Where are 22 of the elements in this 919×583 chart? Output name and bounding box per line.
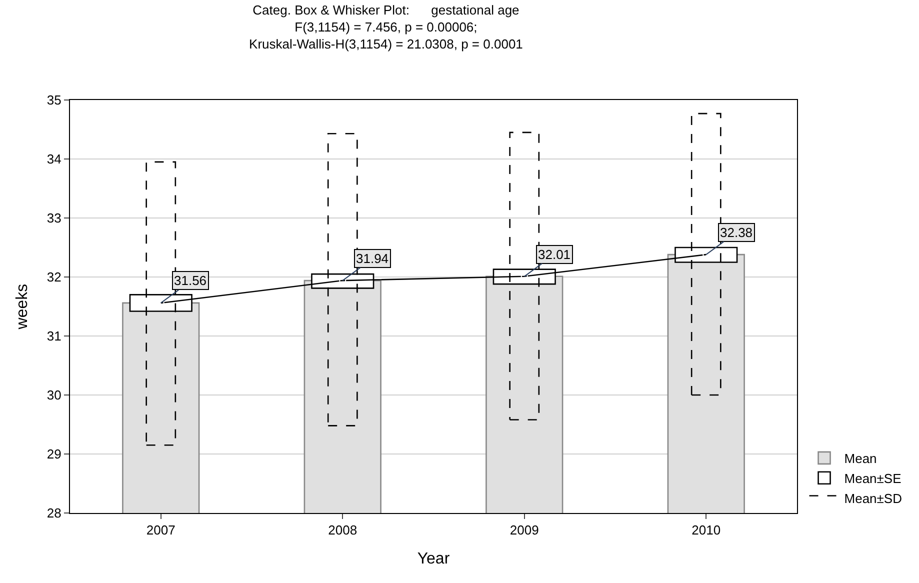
- x-axis-title: Year: [417, 550, 450, 568]
- legend-label: Mean±SE: [844, 470, 902, 486]
- y-tick-label: 30: [46, 388, 62, 403]
- y-tick-label: 32: [46, 270, 62, 285]
- x-tick-label: 2010: [692, 522, 721, 538]
- data-label: 32.01: [538, 247, 571, 262]
- x-tick-label: 2009: [510, 522, 539, 538]
- y-tick-label: 28: [46, 506, 62, 521]
- y-tick-label: 34: [46, 152, 62, 167]
- y-tick-label: 31: [46, 328, 62, 344]
- data-label: 31.94: [356, 251, 389, 266]
- data-label: 31.56: [174, 273, 207, 288]
- legend-label: Mean: [844, 451, 877, 466]
- y-tick-label: 29: [46, 446, 62, 462]
- chart-title: Categ. Box & Whisker Plot: gestational age F(3,1154) = 7.456, p = 0.00006; Kruskal-Wallis-H(3,1154) = 21.0308, p = 0.0001: [249, 2, 523, 52]
- y-axis-title: weeks: [14, 284, 31, 330]
- x-tick-label: 2008: [328, 522, 358, 538]
- y-tick-label: 35: [46, 92, 62, 108]
- y-tick-label: 33: [46, 210, 62, 226]
- data-label: 32.38: [720, 225, 753, 240]
- x-tick-label: 2007: [146, 522, 176, 538]
- legend-label: Mean±SD: [844, 490, 902, 506]
